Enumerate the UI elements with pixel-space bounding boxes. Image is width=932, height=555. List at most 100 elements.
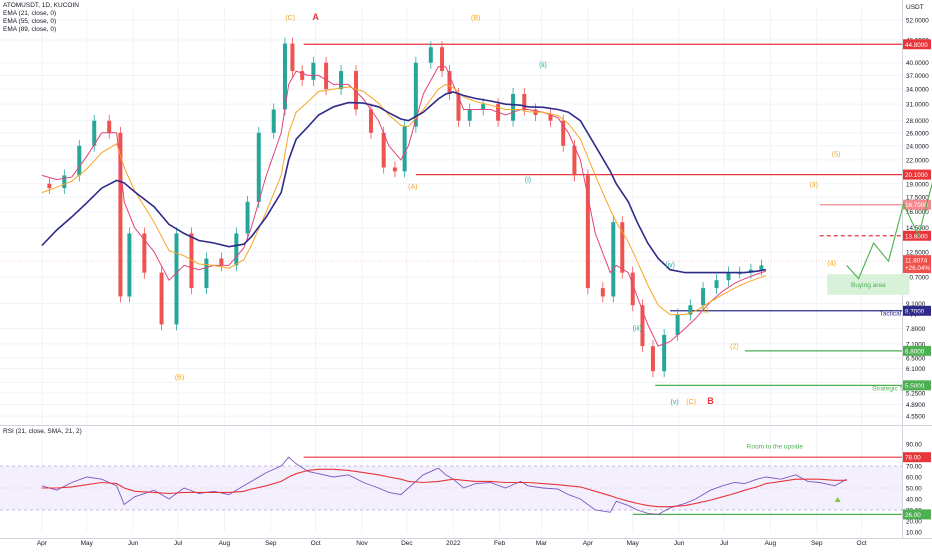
time-tick-label: Aug: [765, 540, 777, 547]
candle-body: [127, 233, 132, 297]
rsi-level-label: 26.00: [905, 512, 921, 519]
symbol-title: ATOMUSDT, 1D, KUCOIN: [3, 2, 79, 9]
wave-label: (4): [827, 260, 836, 267]
candle-body: [256, 132, 261, 202]
candle-body: [714, 280, 719, 289]
ema-line: [41, 66, 767, 347]
rsi-level-tag: [903, 509, 931, 520]
time-tick-label: Dec: [401, 540, 413, 547]
level-price-label: 44.8000: [905, 42, 928, 49]
level-price-label: 13.8000: [905, 233, 928, 240]
time-tick-label: Aug: [219, 540, 231, 547]
candle-body: [339, 71, 344, 90]
candle-body: [204, 258, 209, 289]
time-tick-label: Sep: [811, 540, 823, 547]
buying-area-label: Buying area: [851, 282, 886, 289]
candle-body: [620, 222, 625, 273]
time-tick-label: May: [627, 540, 640, 547]
price-tick-label: 12.5000: [906, 249, 929, 256]
candle-body: [561, 120, 566, 146]
level-price-label: 20.1000: [905, 172, 928, 179]
candle-body: [481, 104, 486, 110]
candle-body: [511, 93, 516, 121]
time-tick-label: Jul: [720, 540, 729, 547]
price-tick-label: 7.1000: [906, 341, 926, 348]
candle-body: [447, 71, 452, 94]
time-tick-label: Oct: [311, 540, 321, 547]
rsi-tick-label: 40.00: [906, 497, 922, 504]
wave-label: (v): [671, 399, 679, 406]
candle-body: [611, 222, 616, 297]
wave-label: (i): [525, 177, 531, 184]
candle-body: [368, 109, 373, 133]
candle-body: [189, 233, 194, 289]
candle-body: [600, 288, 605, 297]
time-tick-label: 2022: [446, 540, 461, 547]
rsi-tick-label: 60.00: [906, 475, 922, 482]
level-price-label: 5.5000: [905, 383, 925, 390]
candle-body: [701, 288, 706, 306]
candle-body: [174, 233, 179, 325]
candle-body: [640, 305, 645, 347]
level-price-tag: [903, 199, 931, 210]
time-tick-label: Oct: [857, 540, 867, 547]
candle-body: [381, 132, 386, 168]
candle-body: [92, 120, 97, 146]
rsi-tick-label: 70.00: [906, 464, 922, 471]
wave-label: (3): [809, 182, 818, 189]
ema-89-legend: EMA (89, close, 0): [3, 26, 57, 33]
candle-body: [662, 334, 667, 372]
level-price-label: 8.7000: [905, 308, 925, 315]
level-price-label: 16.7000: [905, 202, 928, 209]
candle-body: [354, 71, 359, 110]
candle-body: [585, 175, 590, 289]
level-price-label: 6.8000: [905, 348, 925, 355]
wave-label: A: [312, 12, 319, 22]
candle-body: [522, 93, 527, 110]
wave-label: (C): [686, 399, 696, 406]
support-label: Strategic Support: [872, 385, 922, 392]
candle-body: [572, 145, 577, 176]
price-tick-label: 31.0000: [906, 102, 929, 109]
chart-legend: ATOMUSDT, 1D, KUCOIN EMA (21, close, 0) …: [3, 2, 79, 34]
price-tick-label: 24.0000: [906, 143, 929, 150]
time-tick-label: Feb: [494, 540, 506, 547]
price-tick-label: 6.1000: [906, 366, 926, 373]
rsi-sma-line: [41, 468, 847, 508]
rsi-tick-label: 20.00: [906, 519, 922, 526]
candle-body: [234, 233, 239, 266]
rsi-annotation: Room to the upside: [747, 443, 804, 450]
price-tick-label: 19.0000: [906, 181, 929, 188]
support-label: Tactical Support: [880, 311, 926, 318]
price-tick-label: 37.0000: [906, 73, 929, 80]
buying-area-zone: [827, 274, 910, 295]
candle-body: [675, 314, 680, 335]
candle-body: [282, 43, 287, 110]
price-tick-label: 6.5000: [906, 356, 926, 363]
rsi-tick-label: 50.00: [906, 486, 922, 493]
time-tick-label: Jun: [128, 540, 139, 547]
candle-body: [392, 167, 397, 172]
time-tick-label: May: [81, 540, 94, 547]
candle-body: [107, 120, 112, 133]
wave-label: B: [707, 396, 714, 406]
time-tick-label: Sep: [265, 540, 277, 547]
rsi-tick-label: 90.00: [906, 442, 922, 449]
time-tick-label: Mar: [536, 540, 548, 547]
price-tick-label: 17.5000: [906, 195, 929, 202]
candle-body: [688, 305, 693, 315]
price-tick-label: 40.0000: [906, 60, 929, 67]
time-tick-label: Apr: [37, 540, 48, 547]
wave-label: (iii): [633, 326, 642, 333]
rsi-level-tag: [903, 452, 931, 463]
price-tick-label: 28.0000: [906, 118, 929, 125]
wave-label: (1): [700, 308, 709, 315]
price-tick-label: 34.0000: [906, 87, 929, 94]
candle-body: [245, 201, 250, 234]
candle-body: [456, 93, 461, 121]
candle-body: [271, 109, 276, 133]
ema-55-legend: EMA (55, close, 0): [3, 18, 57, 25]
candle-body: [726, 272, 731, 281]
wave-label: (B): [175, 375, 184, 382]
